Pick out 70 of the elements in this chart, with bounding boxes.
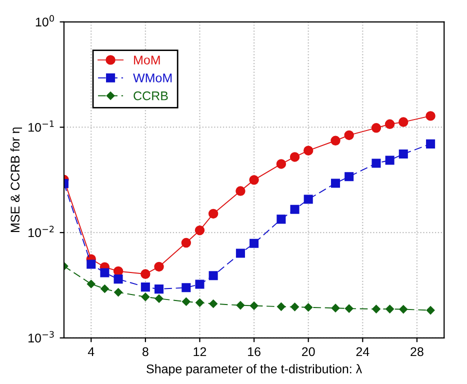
point [154, 262, 164, 272]
point [154, 294, 164, 303]
point [182, 283, 191, 292]
point [426, 139, 436, 148]
point [372, 304, 380, 314]
point [371, 123, 382, 133]
x-tick-label: 28 [410, 347, 424, 356]
point [426, 306, 435, 314]
point [208, 208, 218, 219]
point [398, 117, 408, 127]
point [208, 271, 218, 280]
point [141, 292, 150, 302]
point [236, 248, 245, 258]
x-tick-label: 20 [302, 347, 315, 356]
point [304, 303, 312, 312]
legend-label: MoM [134, 56, 160, 64]
point [372, 158, 381, 168]
point [209, 300, 218, 308]
y-tick-label: 10$^{0}$ [36, 15, 54, 26]
point [154, 284, 164, 294]
legend-label: CCRB [134, 91, 168, 100]
point [386, 304, 394, 314]
x-tick-label: 8 [142, 347, 148, 356]
point [114, 274, 123, 284]
point [87, 280, 96, 288]
x-tick-label: 16 [248, 347, 260, 356]
point [140, 282, 150, 292]
point [303, 146, 314, 156]
point [399, 305, 408, 314]
point [100, 284, 109, 293]
point [140, 269, 150, 279]
x-tick-label: 12 [194, 347, 206, 356]
point [236, 186, 246, 196]
x-axis-title: Shape parameter of the t-distribution: λ [146, 364, 362, 376]
point [304, 194, 313, 204]
point [330, 136, 340, 146]
point [290, 204, 300, 214]
point [277, 302, 286, 311]
point [276, 159, 286, 169]
point [100, 268, 110, 278]
point [344, 130, 354, 140]
y-tick-label: 10$^{−2}$ [28, 226, 54, 238]
point [290, 152, 300, 162]
y-tick-label: 10$^{−3}$ [28, 331, 54, 342]
point [330, 178, 340, 188]
point [344, 304, 354, 313]
point [86, 260, 96, 269]
legend-label: WMoM [133, 74, 172, 82]
point [344, 172, 354, 182]
x-tick-label: 24 [356, 347, 370, 356]
point [249, 175, 259, 185]
point [196, 298, 204, 307]
point [182, 298, 190, 306]
point [426, 111, 436, 121]
point [276, 214, 286, 224]
x-tick-label: 4 [88, 347, 94, 356]
point [250, 302, 258, 310]
point [398, 149, 408, 159]
point [181, 238, 192, 248]
y-axis-title: MSE & CCRB for η [10, 128, 22, 232]
point [384, 119, 395, 129]
point [236, 301, 245, 310]
point [195, 280, 204, 289]
point [385, 156, 394, 165]
y-tick-label: 10$^{−1}$ [28, 120, 54, 132]
point [331, 304, 340, 312]
point [114, 288, 122, 296]
point [194, 225, 205, 236]
point [290, 302, 299, 312]
point [250, 238, 259, 248]
